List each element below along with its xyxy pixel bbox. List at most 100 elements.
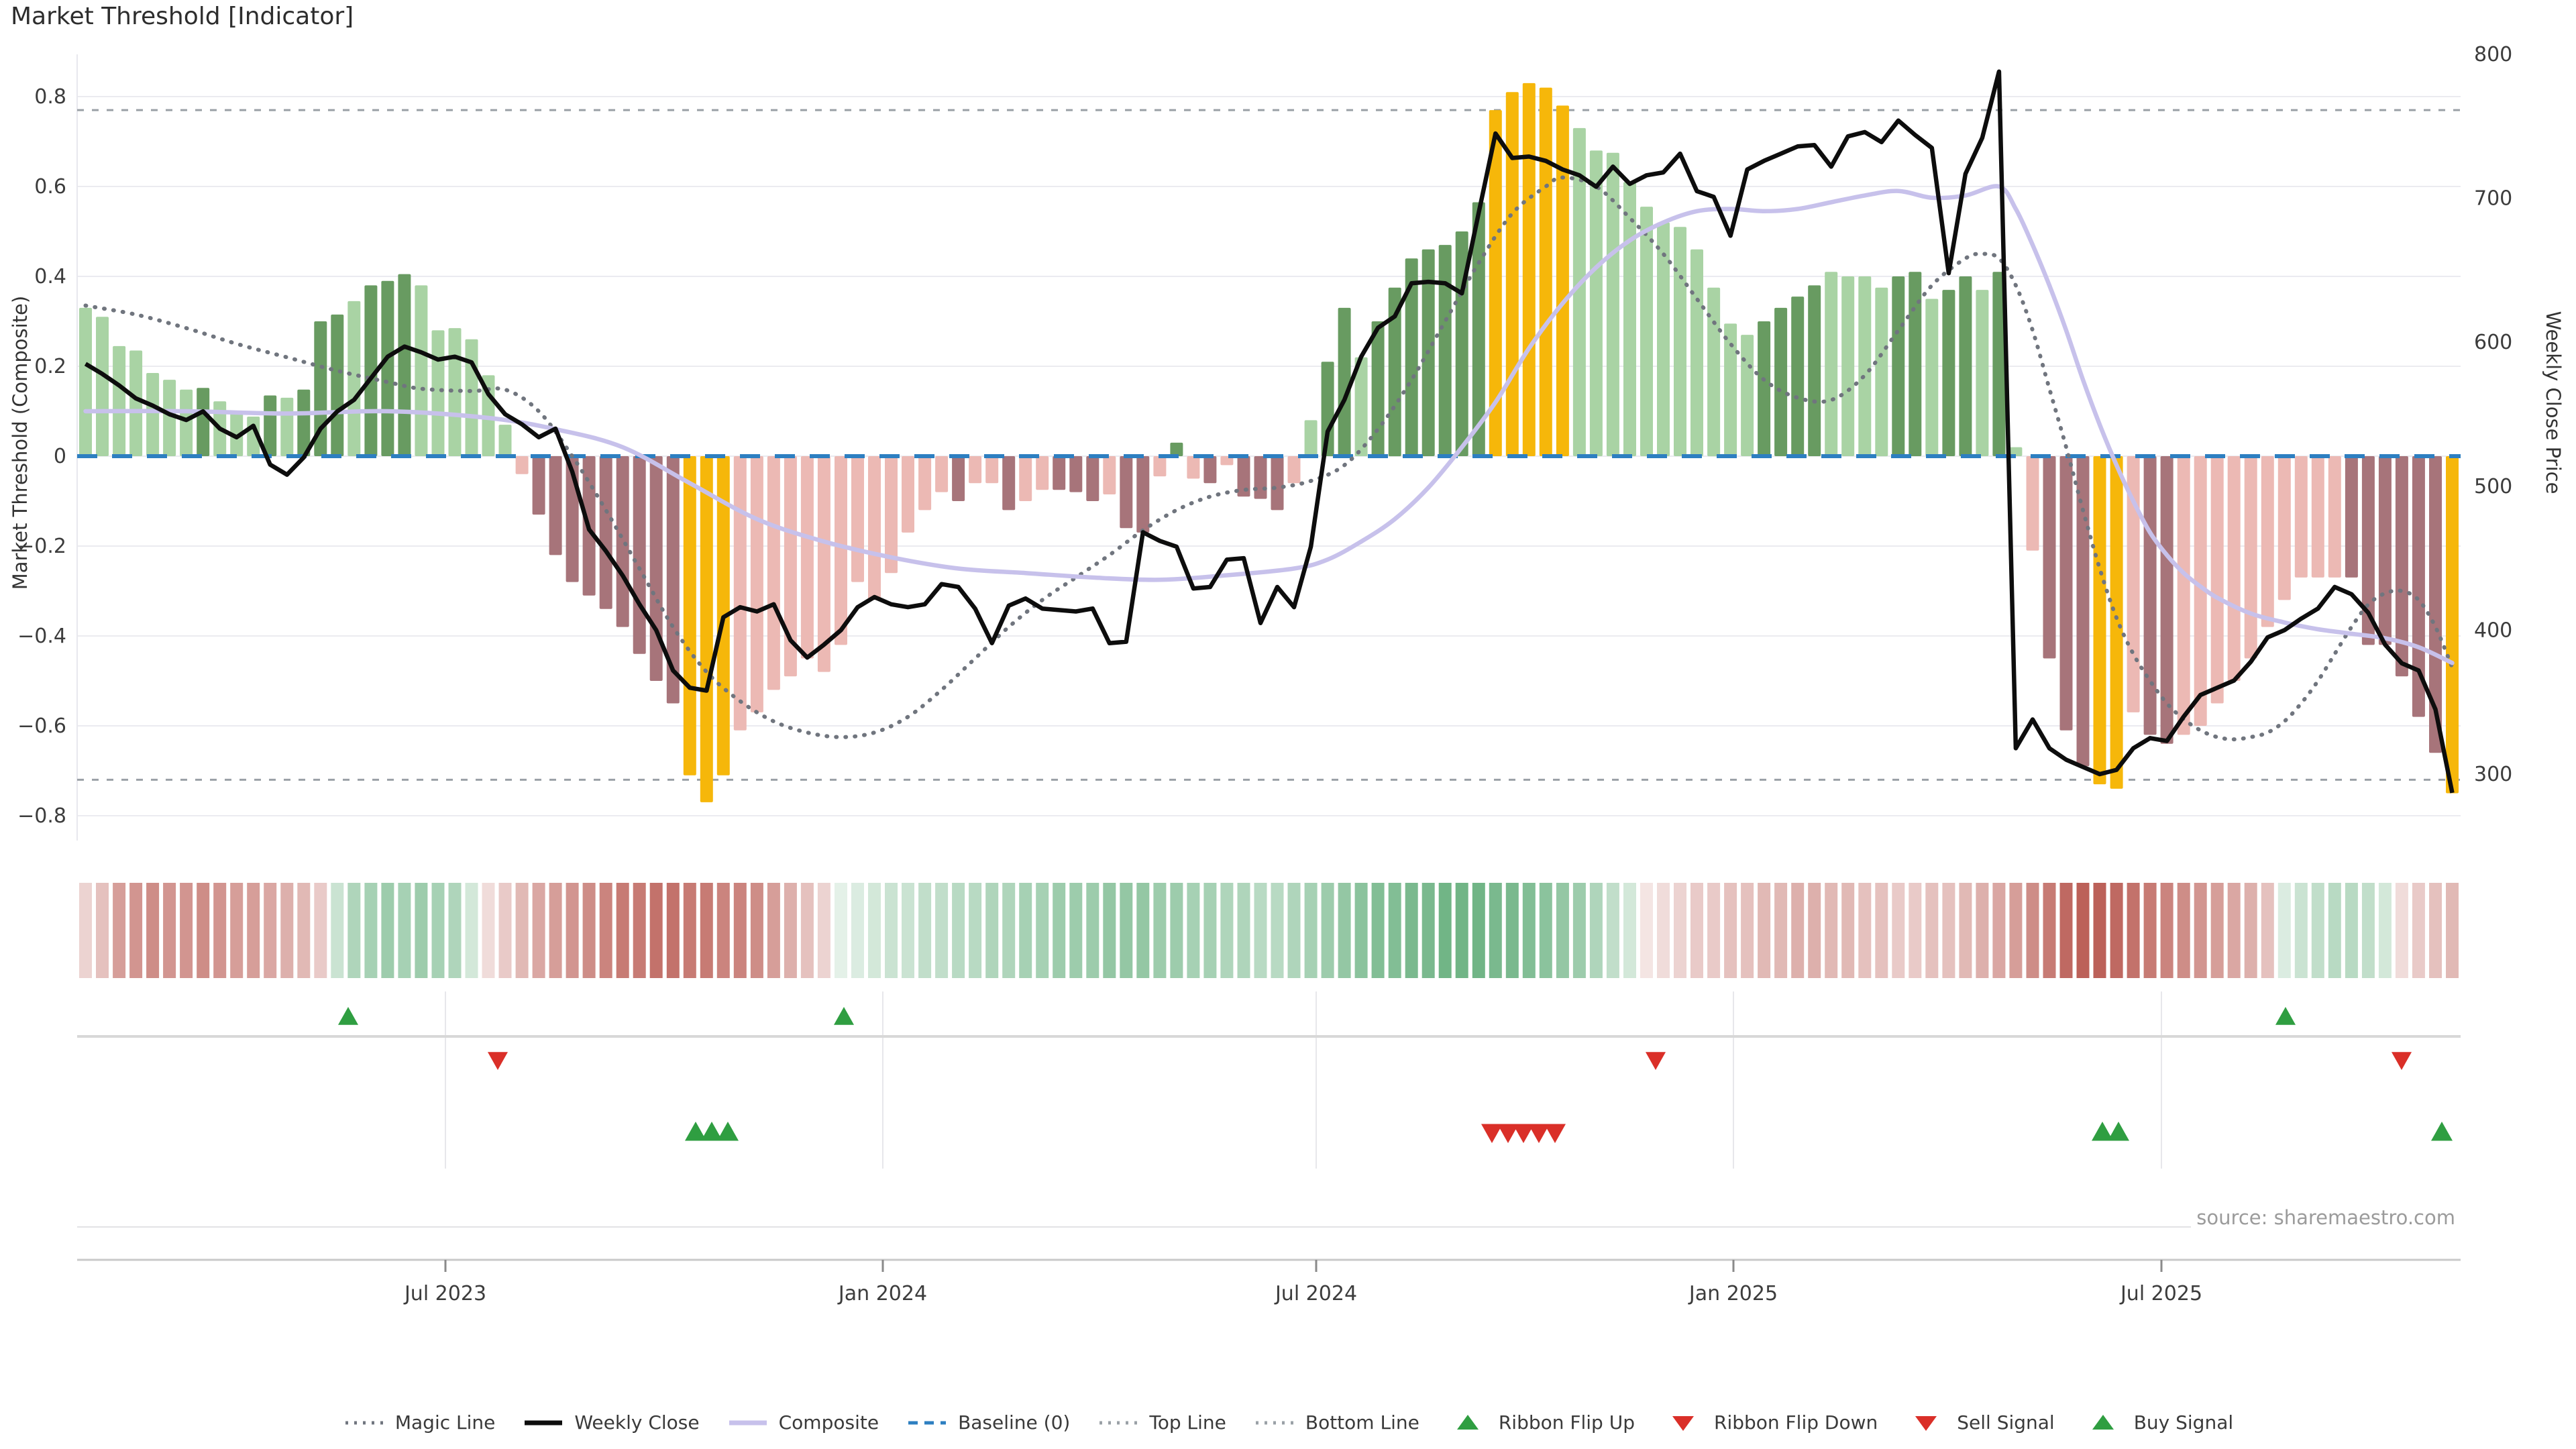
ribbon-cell bbox=[1758, 883, 1771, 978]
threshold-bar bbox=[1556, 105, 1569, 456]
ribbon-cell bbox=[2395, 883, 2408, 978]
ribbon-flip-markers bbox=[338, 1007, 2412, 1070]
ribbon-cell bbox=[1791, 883, 1805, 978]
threshold-bar bbox=[448, 328, 462, 456]
trade-signal-markers bbox=[685, 1122, 2453, 1143]
ribbon-cell bbox=[79, 883, 92, 978]
ribbon-cell bbox=[1522, 883, 1536, 978]
legend-tri-up-icon bbox=[1456, 1414, 1479, 1430]
trend-ribbon bbox=[79, 883, 2459, 978]
ribbon-cell bbox=[2244, 883, 2257, 978]
threshold-bar bbox=[2311, 456, 2324, 578]
ribbon-cell bbox=[1875, 883, 1888, 978]
threshold-bar bbox=[1959, 276, 1972, 456]
threshold-bar bbox=[2361, 456, 2375, 645]
threshold-bar bbox=[599, 456, 612, 609]
svg-text:0.8: 0.8 bbox=[34, 85, 66, 109]
ribbon-cell bbox=[2412, 883, 2425, 978]
threshold-bar bbox=[1019, 456, 1032, 501]
ribbon-cell bbox=[2277, 883, 2291, 978]
ribbon-cell bbox=[1455, 883, 1468, 978]
ribbon-cell bbox=[1925, 883, 1939, 978]
ribbon-cell bbox=[113, 883, 126, 978]
ribbon-cell bbox=[1237, 883, 1250, 978]
ribbon-cell bbox=[784, 883, 797, 978]
ribbon-cell bbox=[2076, 883, 2090, 978]
legend-item: Ribbon Flip Down bbox=[1662, 1411, 1878, 1434]
threshold-bar bbox=[129, 350, 143, 456]
threshold-bar bbox=[616, 456, 629, 627]
axis-tick-labels: 0.8 0.6 0.4 0.2 0 −0.2 −0.4 −0.6 −0.8 800 700 600 50… bbox=[17, 43, 2512, 828]
threshold-bar bbox=[1640, 207, 1653, 456]
ribbon-cell bbox=[264, 883, 277, 978]
ribbon-cell bbox=[1153, 883, 1167, 978]
svg-text:600: 600 bbox=[2474, 331, 2512, 354]
threshold-bar bbox=[2446, 456, 2459, 794]
ribbon-cell bbox=[1825, 883, 1838, 978]
weekly-close-line bbox=[84, 69, 2455, 794]
threshold-bar bbox=[784, 456, 797, 677]
threshold-bar bbox=[649, 456, 663, 681]
ribbon-cell bbox=[129, 883, 143, 978]
threshold-bar bbox=[297, 389, 311, 456]
threshold-bar bbox=[1371, 321, 1385, 456]
threshold-bar bbox=[398, 274, 411, 456]
threshold-bar bbox=[1153, 456, 1167, 477]
threshold-bar bbox=[1136, 456, 1150, 533]
ribbon-cell bbox=[885, 883, 898, 978]
ribbon-cell bbox=[1002, 883, 1016, 978]
threshold-bar bbox=[1976, 290, 1989, 456]
ribbon-cell bbox=[2227, 883, 2241, 978]
ribbon-cell bbox=[767, 883, 780, 978]
threshold-bar bbox=[1203, 456, 1217, 484]
legend-item: Composite bbox=[727, 1411, 879, 1434]
threshold-bar bbox=[532, 456, 545, 515]
threshold-bar bbox=[2294, 456, 2308, 578]
ribbon-cell bbox=[1741, 883, 1754, 978]
threshold-bar bbox=[733, 456, 747, 731]
legend-label: Composite bbox=[778, 1411, 879, 1434]
threshold-bar bbox=[1254, 456, 1267, 499]
ribbon-cell bbox=[2328, 883, 2341, 978]
ribbon-cell bbox=[1421, 883, 1435, 978]
threshold-bar bbox=[465, 339, 478, 456]
ribbon-cell bbox=[800, 883, 814, 978]
legend-item: Buy Signal bbox=[2082, 1411, 2233, 1434]
threshold-bar bbox=[1036, 456, 1049, 490]
legend-dotted-icon bbox=[1255, 1421, 1293, 1424]
threshold-bar bbox=[230, 412, 244, 456]
ribbon-cell bbox=[2378, 883, 2392, 978]
ribbon-cell bbox=[498, 883, 512, 978]
ribbon-cell bbox=[2361, 883, 2375, 978]
threshold-bar bbox=[264, 395, 277, 456]
threshold-bar bbox=[1539, 87, 1552, 457]
threshold-bar bbox=[2378, 456, 2392, 645]
ribbon-cell bbox=[868, 883, 881, 978]
ribbon-cell bbox=[549, 883, 562, 978]
ribbon-cell bbox=[918, 883, 932, 978]
ribbon-cell bbox=[935, 883, 949, 978]
ribbon-cell bbox=[331, 883, 344, 978]
threshold-bar bbox=[1237, 456, 1250, 497]
ribbon-cell bbox=[733, 883, 747, 978]
ribbon-cell bbox=[230, 883, 244, 978]
legend-dotted-icon bbox=[345, 1421, 383, 1424]
ribbon-cell bbox=[1338, 883, 1351, 978]
legend-label: Ribbon Flip Down bbox=[1714, 1411, 1878, 1434]
chart-legend: Magic Line Weekly Close Composite Baseline … bbox=[0, 1411, 2576, 1434]
threshold-bar bbox=[498, 425, 512, 456]
legend-tri-down-icon bbox=[1672, 1415, 1694, 1431]
ribbon-cell bbox=[1053, 883, 1066, 978]
threshold-bar bbox=[113, 345, 126, 456]
legend-dashed-icon bbox=[908, 1421, 947, 1424]
svg-text:0: 0 bbox=[54, 445, 66, 468]
threshold-bar bbox=[700, 456, 713, 802]
ribbon-cell bbox=[2194, 883, 2207, 978]
threshold-bar bbox=[800, 456, 814, 659]
ribbon-cell bbox=[750, 883, 763, 978]
threshold-bar bbox=[2043, 456, 2056, 659]
threshold-bar bbox=[163, 380, 176, 456]
x-tick-label: Jan 2024 bbox=[837, 1282, 927, 1305]
ribbon-cell bbox=[2446, 883, 2459, 978]
ribbon-cell bbox=[1170, 883, 1183, 978]
